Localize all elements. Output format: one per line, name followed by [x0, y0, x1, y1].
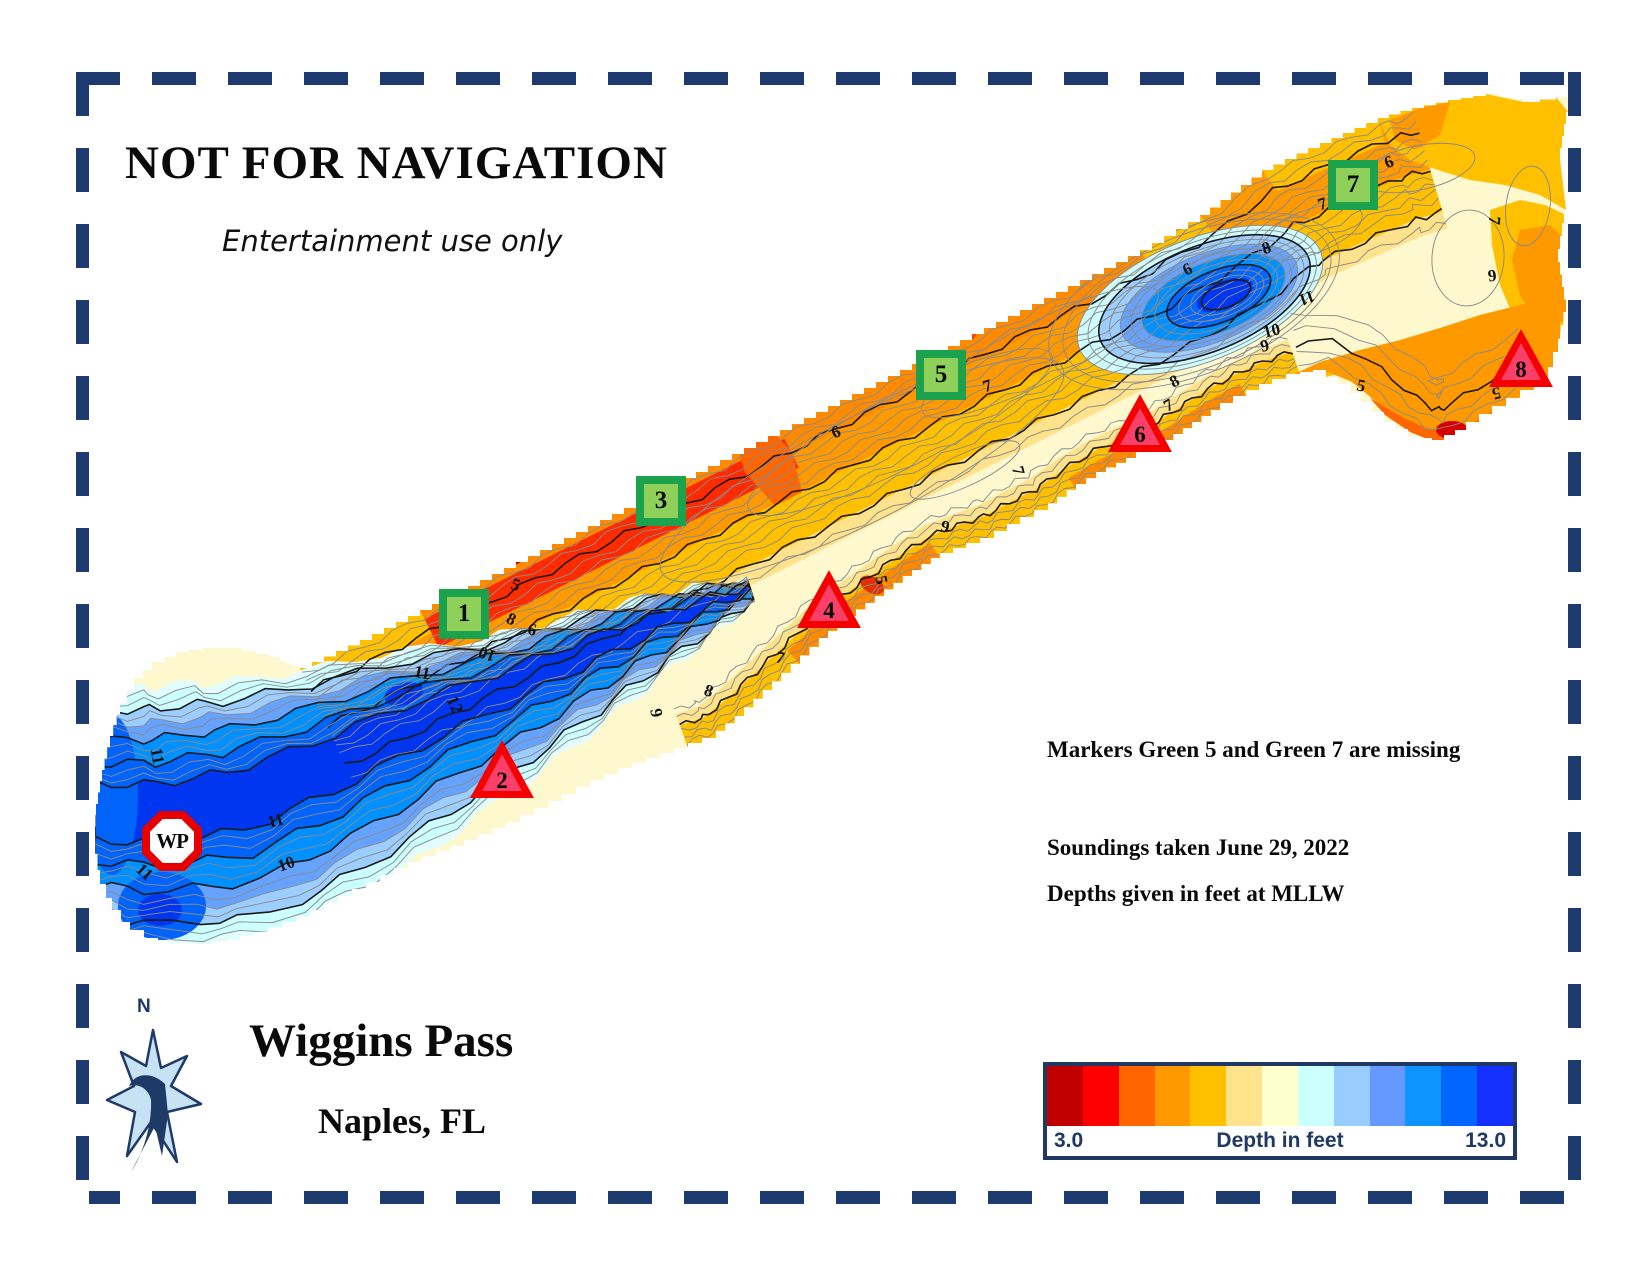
depth-color-band-11 [1405, 1066, 1442, 1126]
contour-depth-label: 11 [412, 662, 432, 684]
contour-depth-label: 10 [275, 852, 297, 876]
compass-rose: N [103, 996, 207, 1174]
legend-max-label: 13.0 [1465, 1129, 1506, 1152]
red-triangle-marker-6-label: 6 [1134, 422, 1146, 448]
contour-depth-label: 9 [1487, 266, 1498, 286]
green-square-marker-7: 7 [1328, 160, 1378, 210]
contour-depth-label: 11 [266, 810, 286, 832]
datum-note: Depths given in feet at MLLW [1047, 881, 1345, 906]
depth-color-band-8 [1297, 1066, 1334, 1126]
location-title: Wiggins Pass [249, 1015, 514, 1067]
contour-depth-label: 12 [443, 693, 467, 716]
not-for-navigation-title: NOT FOR NAVIGATION [125, 137, 668, 189]
green-square-marker-1: 1 [439, 589, 489, 639]
waypoint-marker: WP [142, 811, 202, 871]
red-triangle-marker-8-label: 8 [1515, 357, 1527, 383]
red-triangle-marker-4-label: 4 [823, 598, 835, 624]
depth-color-band-10 [1369, 1066, 1406, 1126]
depth-colorbar [1047, 1066, 1513, 1126]
contour-depth-label: 9 [646, 707, 666, 719]
depth-color-band-1 [1047, 1066, 1083, 1126]
contour-depth-label: 10 [1261, 319, 1282, 342]
green-square-marker-7-label: 7 [1346, 171, 1360, 198]
legend-min-label: 3.0 [1054, 1129, 1084, 1152]
green-square-marker-3-label: 3 [654, 487, 668, 514]
legend-caption: Depth in feet [1216, 1129, 1344, 1152]
contour-depth-label: 10 [476, 642, 498, 666]
contour-depth-label: 5 [1355, 375, 1367, 395]
location-subtitle: Naples, FL [318, 1101, 487, 1141]
soundings-date-note: Soundings taken June 29, 2022 [1047, 835, 1350, 860]
contour-depth-label: 7 [1485, 215, 1505, 226]
markers-missing-note: Markers Green 5 and Green 7 are missing [1047, 737, 1461, 762]
waypoint-marker-label: WP [156, 828, 189, 853]
contour-depth-label: 11 [147, 746, 169, 765]
red-triangle-marker-2-label: 2 [496, 768, 508, 794]
depth-color-band-5 [1190, 1066, 1227, 1126]
contour-depth-label: 5 [871, 574, 891, 586]
depth-color-band-12 [1441, 1066, 1478, 1126]
green-square-marker-1-label: 1 [457, 600, 471, 627]
depth-legend: 3.0 Depth in feet 13.0 [1043, 1062, 1517, 1160]
contour-depth-label: 9 [939, 516, 951, 536]
green-square-marker-5-label: 5 [934, 361, 948, 388]
depth-color-band-7 [1262, 1066, 1298, 1126]
depth-legend-labels: 3.0 Depth in feet 13.0 [1047, 1126, 1513, 1156]
depth-color-band-4 [1154, 1066, 1191, 1126]
depth-color-band-13 [1477, 1066, 1513, 1126]
green-square-marker-3: 3 [636, 476, 686, 526]
entertainment-subtitle: Entertainment use only [222, 224, 563, 258]
depth-color-band-9 [1333, 1066, 1370, 1126]
depth-color-band-2 [1082, 1066, 1119, 1126]
compass-north-label: N [137, 996, 151, 1017]
compass-star-icon [105, 1028, 203, 1172]
contour-depth-label: 6 [526, 619, 538, 639]
contour-depth-label: 11 [1296, 286, 1318, 309]
green-square-marker-5: 5 [916, 350, 966, 400]
depth-color-band-3 [1118, 1066, 1155, 1126]
depth-color-band-6 [1226, 1066, 1263, 1126]
